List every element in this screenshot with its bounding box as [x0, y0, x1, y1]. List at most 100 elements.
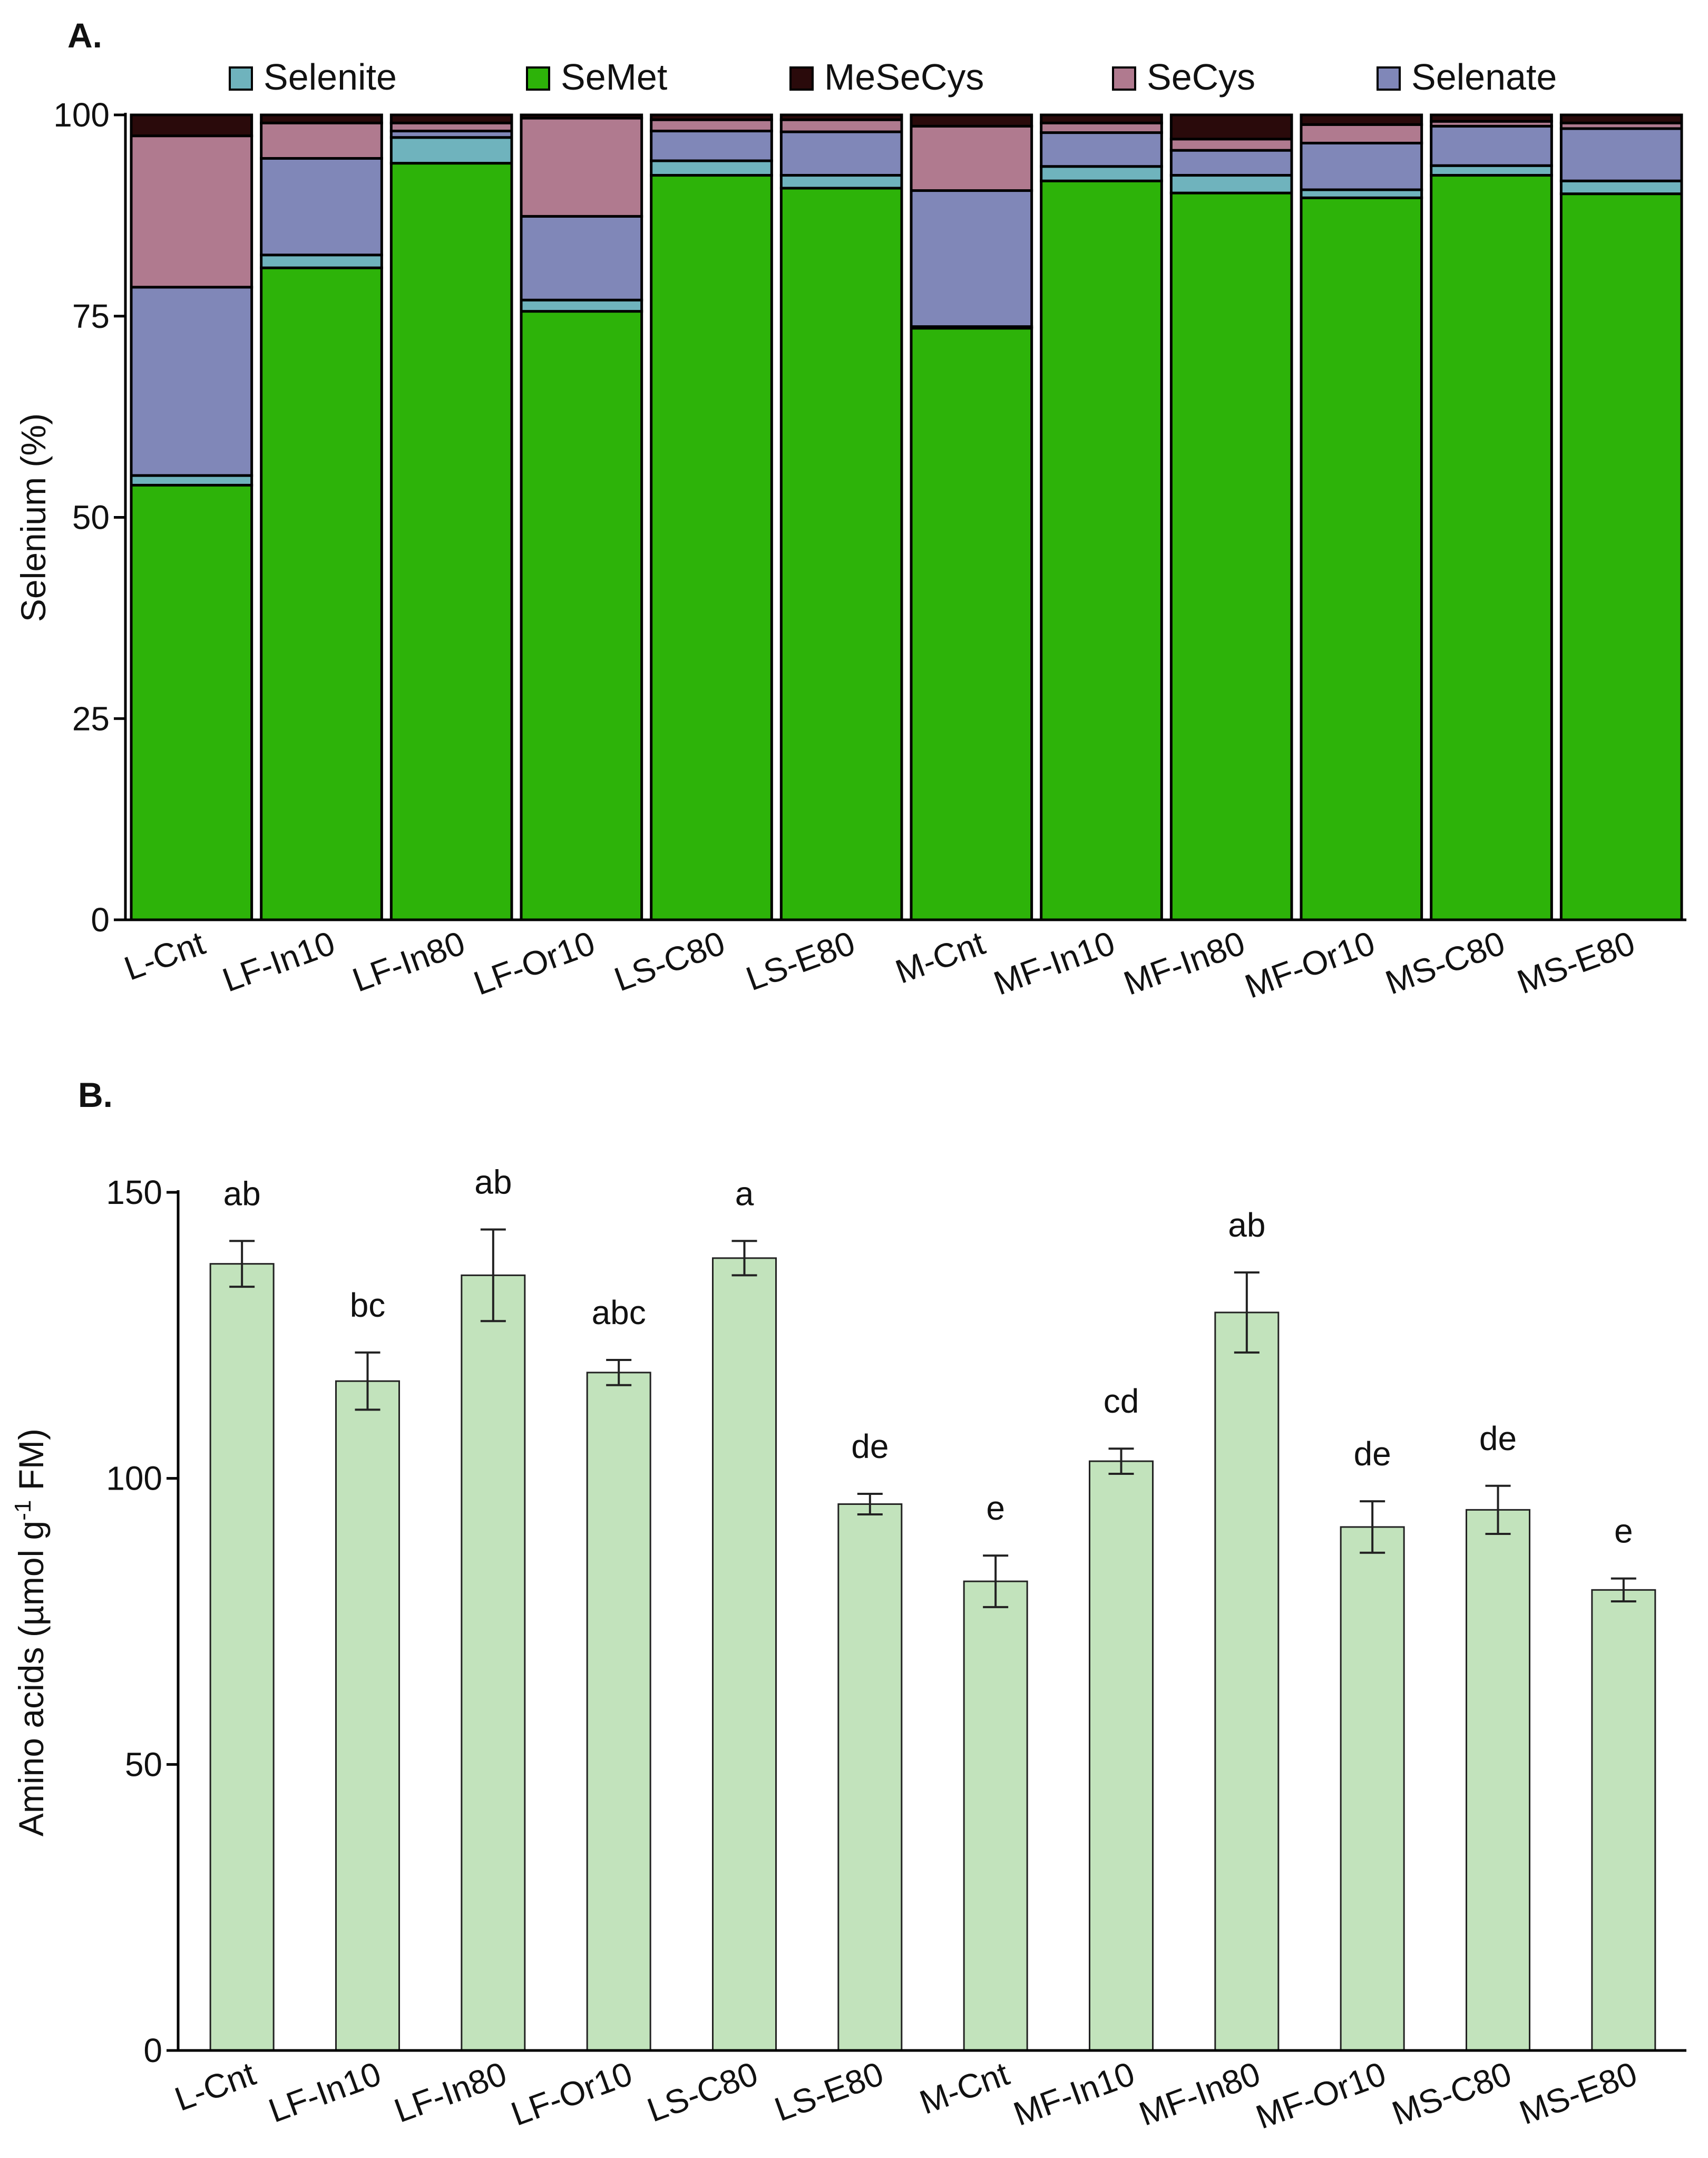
x-tick-label-ms-e80: MS-E80 — [1515, 2054, 1642, 2132]
panel-b-y-axis-title-end: FM) — [12, 1428, 51, 1500]
bar-selenate-mf-in80 — [1169, 149, 1293, 177]
bar-mesecys-ls-c80 — [650, 113, 773, 121]
panel-b: B. Amino acids (µmol g-1 FM) ab L-Cnt bc LF… — [10, 1075, 1686, 2136]
bar-semet-lf-in80 — [389, 162, 513, 921]
x-tick-label-ms-c80: MS-C80 — [1387, 2054, 1516, 2132]
legend-swatch-mesecys — [789, 66, 814, 91]
panel-a-label: A. — [67, 16, 102, 55]
bar-mesecys-mf-in10 — [1040, 113, 1163, 124]
bar-semet-mf-in10 — [1040, 179, 1163, 921]
significance-letter-mf-or10: de — [1354, 1435, 1391, 1473]
bar-secys-mf-or10 — [1300, 123, 1423, 144]
bar-selenite-l-cnt — [130, 474, 253, 487]
panel-b-y-axis-title-main: Amino acids (µmol g — [12, 1521, 51, 1836]
x-tick-label-l-cnt: L-Cnt — [170, 2054, 260, 2118]
panel-b-plot: ab L-Cnt bc LF-In10 ab LF-In80 abc LF-Or10 a LS-C… — [106, 1163, 1686, 2136]
y-tick-label-0: 0 — [91, 901, 110, 939]
x-tick-label-mf-or10: MF-Or10 — [1251, 2054, 1391, 2136]
bar-ls-e80 — [837, 1503, 903, 2052]
panel-a: A. Selenite SeMet MeSeCys SeCys Selenate Sel… — [14, 16, 1686, 1006]
bar-selenate-ms-c80 — [1430, 124, 1553, 167]
bar-lf-in10 — [335, 1380, 400, 2052]
x-tick-label-ls-e80: LS-E80 — [741, 924, 860, 998]
x-tick-label-mf-or10: MF-Or10 — [1240, 924, 1380, 1005]
x-tick-label-m-cnt: M-Cnt — [891, 924, 990, 990]
bar-selenate-mf-or10 — [1300, 141, 1423, 191]
bar-secys-ls-e80 — [779, 118, 903, 133]
x-tick-label-ms-e80: MS-E80 — [1512, 924, 1640, 1001]
legend-swatch-semet — [526, 66, 550, 91]
panel-b-label: B. — [78, 1075, 113, 1114]
panel-a-legend: Selenite SeMet MeSeCys SeCys Selenate — [229, 56, 1557, 98]
significance-letter-lf-in80: ab — [474, 1163, 512, 1201]
bar-selenate-ms-e80 — [1559, 127, 1683, 182]
significance-letter-ms-c80: de — [1479, 1420, 1517, 1457]
bar-mesecys-ms-e80 — [1559, 113, 1683, 124]
bar-secys-ls-c80 — [650, 118, 773, 133]
panel-b-y-axis-title: Amino acids (µmol g-1 FM) — [10, 1428, 51, 1836]
significance-letter-ls-e80: de — [851, 1427, 889, 1465]
y-tick-label-50: 50 — [72, 499, 110, 537]
y-tick-label-25: 25 — [72, 699, 110, 737]
bar-lf-or10 — [586, 1372, 651, 2052]
bar-selenite-lf-in80 — [389, 136, 513, 165]
bar-mesecys-m-cnt — [910, 113, 1033, 128]
bar-selenite-mf-in10 — [1040, 165, 1163, 182]
bar-mf-in10 — [1089, 1460, 1154, 2052]
bar-mesecys-lf-in80 — [389, 113, 513, 124]
bar-l-cnt — [209, 1263, 275, 2052]
significance-letter-l-cnt: ab — [223, 1174, 261, 1212]
bar-selenate-lf-in10 — [260, 157, 383, 257]
bar-lf-in80 — [461, 1274, 526, 2052]
bar-semet-ls-c80 — [650, 174, 773, 921]
bar-selenate-ls-c80 — [650, 130, 773, 162]
bar-mesecys-lf-in10 — [260, 113, 383, 124]
x-tick-label-lf-in10: LF-In10 — [263, 2054, 386, 2130]
x-tick-label-lf-in80: LF-In80 — [389, 2054, 512, 2130]
bar-secys-mf-in10 — [1040, 121, 1163, 134]
legend-label-selenite: Selenite — [263, 56, 397, 98]
bar-selenate-lf-or10 — [520, 215, 643, 302]
significance-letter-mf-in10: cd — [1104, 1382, 1139, 1420]
x-tick-label-mf-in10: MF-In10 — [1009, 2054, 1140, 2133]
bar-selenite-ls-c80 — [650, 159, 773, 177]
bar-mesecys-ms-c80 — [1430, 113, 1553, 123]
y-tick-label-100: 100 — [106, 1460, 162, 1498]
bar-semet-m-cnt — [910, 327, 1033, 921]
panel-b-y-axis-title-superscript: -1 — [10, 1500, 36, 1521]
bar-selenite-lf-in10 — [260, 254, 383, 269]
bar-ms-c80 — [1466, 1509, 1530, 2052]
y-tick-label-0: 0 — [143, 2031, 162, 2069]
bar-mesecys-lf-or10 — [520, 113, 643, 120]
x-tick-label-mf-in10: MF-In10 — [989, 924, 1120, 1002]
legend-label-secys: SeCys — [1147, 56, 1255, 98]
bar-semet-ms-e80 — [1559, 192, 1683, 921]
panel-a-y-axis-title: Selenium (%) — [14, 413, 53, 622]
bar-selenite-mf-in80 — [1169, 174, 1293, 195]
significance-letter-lf-in10: bc — [350, 1286, 386, 1324]
bar-secys-lf-in10 — [260, 121, 383, 160]
x-tick-label-ls-c80: LS-C80 — [642, 2054, 763, 2129]
bar-selenite-ls-e80 — [779, 174, 903, 190]
x-tick-label-lf-or10: LF-Or10 — [506, 2054, 637, 2133]
legend-swatch-secys — [1112, 66, 1136, 91]
bar-secys-m-cnt — [910, 124, 1033, 192]
bar-m-cnt — [963, 1580, 1028, 2052]
bar-semet-l-cnt — [130, 483, 253, 921]
x-tick-label-ls-c80: LS-C80 — [609, 924, 730, 998]
significance-letter-m-cnt: e — [986, 1489, 1005, 1527]
legend-label-selenate: Selenate — [1411, 56, 1557, 98]
bar-selenate-ls-e80 — [779, 130, 903, 177]
x-tick-label-lf-in80: LF-In80 — [348, 924, 470, 999]
bar-mf-or10 — [1340, 1526, 1405, 2052]
bar-ms-e80 — [1591, 1589, 1656, 2052]
x-tick-label-mf-in80: MF-In80 — [1134, 2054, 1265, 2133]
significance-letter-ls-c80: a — [735, 1174, 754, 1212]
bar-mesecys-ls-e80 — [779, 113, 903, 121]
bar-mesecys-mf-in80 — [1169, 113, 1293, 141]
bar-mesecys-l-cnt — [130, 113, 253, 138]
bar-selenite-ms-e80 — [1559, 179, 1683, 196]
y-tick-label-50: 50 — [125, 1745, 162, 1783]
